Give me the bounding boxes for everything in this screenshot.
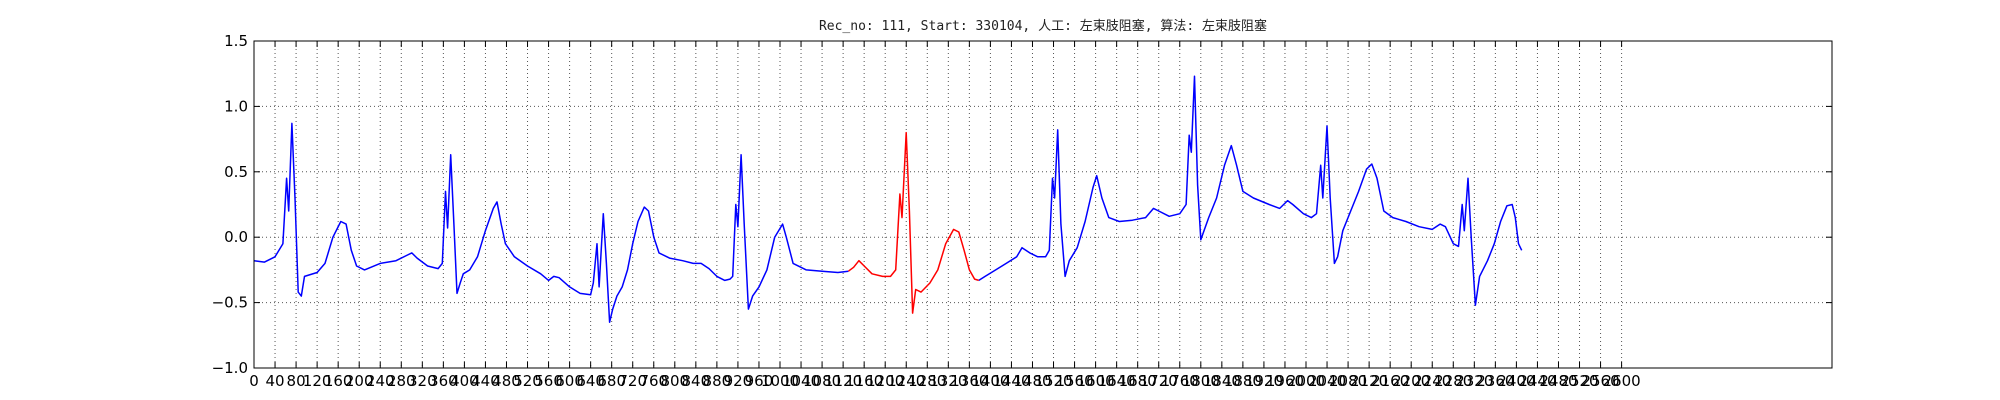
x-tick-label: 200 xyxy=(345,372,374,390)
ecg-series-3 xyxy=(978,75,1523,306)
x-tick-label: 2240 xyxy=(1413,372,1451,390)
x-tick-label: 1280 xyxy=(908,372,946,390)
x-tick-label: 2360 xyxy=(1476,372,1514,390)
x-tick-label: 1160 xyxy=(845,372,883,390)
y-tick-label: 0.0 xyxy=(224,228,248,246)
x-tick-label: 1680 xyxy=(1119,372,1157,390)
x-tick-label: 1480 xyxy=(1013,372,1051,390)
x-tick-label: 120 xyxy=(303,372,332,390)
x-tick-label: 2480 xyxy=(1539,372,1577,390)
x-tick-label: 1640 xyxy=(1098,372,1136,390)
x-tick-label: 600 xyxy=(555,372,584,390)
x-tick-label: 2280 xyxy=(1434,372,1472,390)
x-tick-label: 2520 xyxy=(1560,372,1598,390)
series-layer xyxy=(253,75,1523,323)
x-tick-label: 2600 xyxy=(1603,372,1641,390)
x-tick-label: 2440 xyxy=(1518,372,1556,390)
x-tick-label: 160 xyxy=(324,372,353,390)
x-tick-label: 2080 xyxy=(1329,372,1367,390)
x-tick-label: 1400 xyxy=(971,372,1009,390)
ecg-series-2 xyxy=(847,131,980,314)
x-tick-label: 240 xyxy=(366,372,395,390)
x-tick-label: 640 xyxy=(576,372,605,390)
x-tick-label: 880 xyxy=(703,372,732,390)
x-tick-label: 1240 xyxy=(887,372,925,390)
x-tick-label: 2200 xyxy=(1392,372,1430,390)
x-tick-label: 1360 xyxy=(950,372,988,390)
x-tick-label: 1200 xyxy=(866,372,904,390)
x-tick-label: 2160 xyxy=(1371,372,1409,390)
y-axis: −1.0 −0.5 0.0 0.5 1.0 1.5 xyxy=(212,32,1832,377)
x-tick-label: 0 xyxy=(249,372,259,390)
x-tick-label: 1920 xyxy=(1245,372,1283,390)
x-tick-label: 800 xyxy=(660,372,689,390)
x-tick-label: 1760 xyxy=(1161,372,1199,390)
x-tick-label: 280 xyxy=(387,372,416,390)
x-tick-label: 440 xyxy=(471,372,500,390)
x-tick-label: 920 xyxy=(724,372,753,390)
x-tick-label: 80 xyxy=(287,372,306,390)
chart-title: Rec_no: 111, Start: 330104, 人工: 左束肢阻塞, 算… xyxy=(819,18,1267,34)
ecg-series-1 xyxy=(253,122,849,323)
y-tick-label: −1.0 xyxy=(212,359,248,377)
x-tick-label: 1600 xyxy=(1077,372,1115,390)
grid xyxy=(254,41,1832,368)
x-tick-label: 480 xyxy=(492,372,521,390)
x-axis: 0 40 8012016020024028032036040044048052056… xyxy=(249,41,1641,390)
x-tick-label: 1560 xyxy=(1055,372,1093,390)
x-tick-label: 1320 xyxy=(929,372,967,390)
x-tick-label: 1040 xyxy=(782,372,820,390)
x-tick-label: 1720 xyxy=(1140,372,1178,390)
x-tick-label: 1000 xyxy=(761,372,799,390)
y-tick-label: 0.5 xyxy=(224,163,248,181)
x-tick-label: 1080 xyxy=(803,372,841,390)
x-tick-label: 840 xyxy=(682,372,711,390)
x-tick-label: 1120 xyxy=(824,372,862,390)
x-tick-label: 560 xyxy=(534,372,563,390)
y-tick-label: 1.5 xyxy=(224,32,248,50)
y-tick-label: 1.0 xyxy=(224,97,248,115)
x-tick-label: 520 xyxy=(513,372,542,390)
x-tick-label: 680 xyxy=(597,372,626,390)
x-tick-label: 2400 xyxy=(1497,372,1535,390)
x-tick-label: 1960 xyxy=(1266,372,1304,390)
x-tick-label: 2000 xyxy=(1287,372,1325,390)
x-tick-label: 320 xyxy=(408,372,437,390)
x-tick-label: 1520 xyxy=(1034,372,1072,390)
x-tick-label: 1800 xyxy=(1182,372,1220,390)
x-tick-label: 40 xyxy=(265,372,284,390)
x-tick-label: 1840 xyxy=(1203,372,1241,390)
x-tick-label: 2320 xyxy=(1455,372,1493,390)
x-tick-label: 720 xyxy=(618,372,647,390)
x-tick-label: 360 xyxy=(429,372,458,390)
x-tick-label: 1880 xyxy=(1224,372,1262,390)
x-tick-label: 400 xyxy=(450,372,479,390)
plot-frame xyxy=(253,40,1833,369)
x-tick-label: 2120 xyxy=(1350,372,1388,390)
x-tick-label: 760 xyxy=(639,372,668,390)
y-tick-label: −0.5 xyxy=(212,294,248,312)
x-tick-label: 960 xyxy=(745,372,774,390)
x-tick-label: 2040 xyxy=(1308,372,1346,390)
x-tick-label: 1440 xyxy=(992,372,1030,390)
x-tick-label: 2560 xyxy=(1581,372,1619,390)
